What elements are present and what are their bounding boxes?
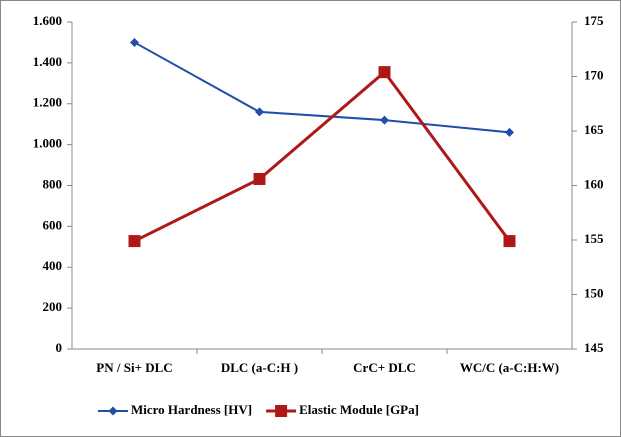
y-tick-label: 1.600 [33, 13, 62, 28]
point [253, 172, 266, 185]
y-tick-label: 600 [43, 217, 63, 232]
legend-marker [275, 405, 288, 417]
y2-tick-label: 155 [584, 231, 604, 246]
y-tick-label: 0 [56, 340, 63, 355]
point [378, 66, 391, 79]
point [503, 235, 516, 248]
legend-label: Elastic Module [GPa] [299, 402, 419, 417]
y-tick-label: 800 [43, 176, 63, 191]
x-tick-label: DLC (a-C:H ) [220, 360, 299, 375]
legend-label: Micro Hardness [HV] [131, 402, 252, 417]
y-tick-label: 1.200 [33, 95, 62, 110]
x-tick-label: WC/C (a-C:H:W) [459, 360, 560, 375]
y-tick-label: 400 [43, 258, 63, 273]
y-tick-label: 1.000 [33, 136, 62, 151]
point [505, 127, 514, 137]
point [128, 235, 141, 248]
y2-tick-label: 175 [584, 13, 604, 28]
y-tick-label: 1.400 [33, 54, 62, 69]
series-line [133, 69, 511, 243]
point [255, 107, 264, 117]
point [380, 115, 389, 125]
y2-tick-label: 160 [584, 176, 604, 191]
x-tick-label: PN / Si+ DLC [96, 360, 173, 375]
y2-tick-label: 145 [584, 340, 604, 355]
y2-tick-label: 165 [584, 122, 604, 137]
y2-tick-label: 150 [584, 285, 604, 300]
point [130, 37, 139, 47]
y-tick-label: 200 [43, 299, 63, 314]
series-line [134, 41, 510, 134]
x-tick-label: CrC+ DLC [353, 360, 416, 375]
y2-tick-label: 170 [584, 67, 604, 82]
legend-marker [108, 406, 118, 416]
